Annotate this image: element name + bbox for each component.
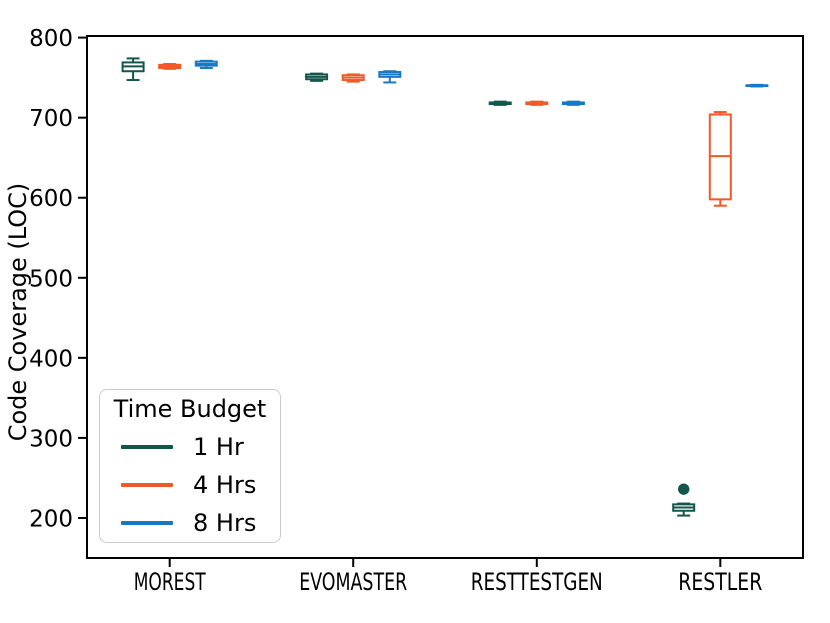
category-label-morest: MOREST bbox=[134, 568, 206, 596]
y-tick-label: 500 bbox=[29, 266, 73, 292]
legend-label-1hr: 1 Hr bbox=[193, 433, 244, 461]
outlier-point bbox=[678, 483, 690, 495]
plot-area: 200 300 400 500 600 700 800 MOREST EVOMASTER REST… bbox=[29, 26, 804, 596]
legend: Time Budget 1 Hr 4 Hrs 8 Hrs bbox=[99, 389, 281, 543]
box-8hrs-resttestgen bbox=[561, 100, 585, 106]
legend-line-8hrs-icon bbox=[121, 521, 173, 525]
box-1hr-morest bbox=[121, 57, 145, 82]
box-1hr-restler bbox=[672, 483, 696, 517]
legend-entry-8hrs: 8 Hrs bbox=[100, 504, 280, 542]
legend-title: Time Budget bbox=[113, 395, 267, 423]
legend-line-1hr-icon bbox=[121, 445, 173, 449]
box-4hrs-restler bbox=[708, 111, 732, 207]
legend-label-8hrs: 8 Hrs bbox=[193, 509, 257, 537]
box-8hrs-evomaster bbox=[378, 70, 402, 84]
box-1hr-evomaster bbox=[305, 72, 329, 82]
category-label-resttestgen: RESTTESTGEN bbox=[471, 568, 603, 596]
y-axis-label: Code Coverage (LOC) bbox=[4, 183, 32, 442]
box-8hrs-morest bbox=[194, 59, 218, 70]
y-tick-label: 800 bbox=[29, 26, 73, 52]
box-4hrs-resttestgen bbox=[525, 100, 549, 106]
box-8hrs-restler bbox=[745, 83, 769, 88]
legend-label-4hrs: 4 Hrs bbox=[193, 471, 257, 499]
legend-entry-1hr: 1 Hr bbox=[100, 428, 280, 466]
category-label-restler: RESTLER bbox=[678, 568, 762, 596]
box-4hrs-morest bbox=[158, 63, 182, 70]
category-label-evomaster: EVOMASTER bbox=[299, 568, 407, 596]
y-tick-label: 300 bbox=[29, 426, 73, 452]
y-tick-label: 600 bbox=[29, 186, 73, 212]
box-4hrs-evomaster bbox=[341, 73, 365, 83]
y-tick-label: 200 bbox=[29, 506, 73, 532]
axes-frame bbox=[86, 35, 804, 559]
legend-entry-4hrs: 4 Hrs bbox=[100, 466, 280, 504]
legend-line-4hrs-icon bbox=[121, 483, 173, 487]
y-tick-label: 400 bbox=[29, 346, 73, 372]
y-tick-label: 700 bbox=[29, 106, 73, 132]
box-1hr-resttestgen bbox=[488, 100, 512, 106]
